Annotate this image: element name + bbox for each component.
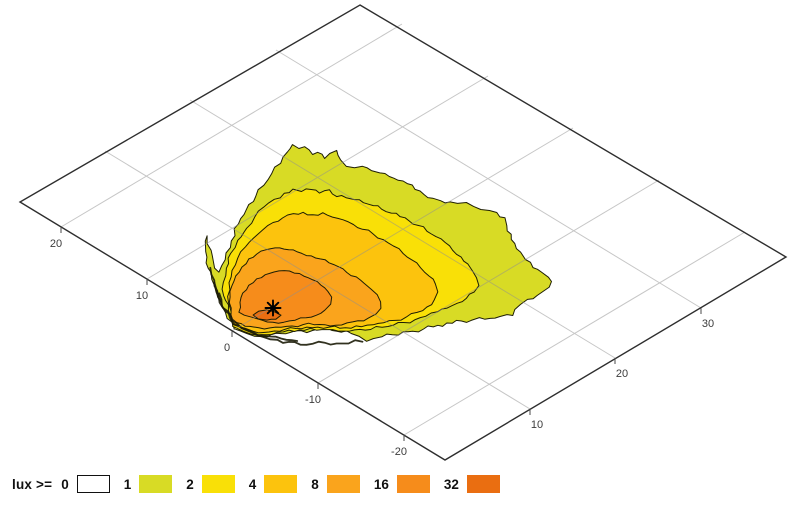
legend-entry: 2 (186, 475, 249, 493)
legend-swatch (139, 475, 173, 493)
legend-entry-label: 32 (443, 476, 459, 492)
y-axis-tick-label: 10 (136, 290, 148, 302)
peak-asterisk-center (270, 305, 276, 311)
legend-entry-label: 0 (61, 476, 69, 492)
y-axis-tick-label: 0 (224, 342, 230, 354)
legend-swatch (396, 475, 430, 493)
grid-layer (60, 23, 746, 436)
legend-swatch (466, 475, 500, 493)
legend-entry: 4 (249, 475, 312, 493)
contour-region-32 (252, 309, 282, 321)
x-axis-tick-label: 20 (616, 368, 628, 380)
x-axis-tick-label: 10 (531, 419, 543, 431)
legend-swatch (326, 475, 360, 493)
legend: lux >= 0 1 2 4 8 16 32 (12, 471, 514, 497)
peak-marker-layer (264, 299, 282, 317)
plot-border (18, 4, 788, 461)
legend-entry-label: 2 (186, 476, 194, 492)
legend-entry: 16 (374, 475, 444, 493)
legend-entry: 0 (61, 475, 124, 493)
legend-entry: 8 (311, 475, 374, 493)
contour-convergence-stroke (213, 281, 364, 346)
axis-layer: 20 10 0 -10 -20 10 20 30 (50, 227, 714, 458)
legend-swatch (76, 475, 110, 493)
legend-entry: 32 (444, 475, 514, 493)
x-axis-tick-label: 30 (702, 318, 714, 330)
grid-line (189, 99, 616, 359)
legend-entry-label: 16 (373, 476, 389, 492)
contour-convergence-stroke (218, 292, 299, 342)
plot-border-frame (18, 4, 788, 461)
legend-entry: 1 (124, 475, 187, 493)
legend-entry-label: 1 (123, 476, 132, 492)
y-axis-tick-label: -10 (305, 394, 321, 406)
legend-entries: 0 1 2 4 8 16 32 (61, 475, 514, 493)
contour-layer (204, 144, 552, 346)
legend-entry-label: 4 (248, 476, 257, 492)
grid-line (104, 150, 531, 410)
y-axis-tick-label: -20 (391, 446, 407, 458)
legend-swatch (201, 475, 235, 493)
legend-swatch (264, 475, 298, 493)
y-axis-tick-label: 20 (50, 238, 62, 250)
legend-entry-label: 8 (311, 476, 319, 492)
contour-convergence-stroke (209, 266, 222, 303)
legend-title: lux >= (12, 476, 53, 492)
grid-line (275, 49, 702, 309)
